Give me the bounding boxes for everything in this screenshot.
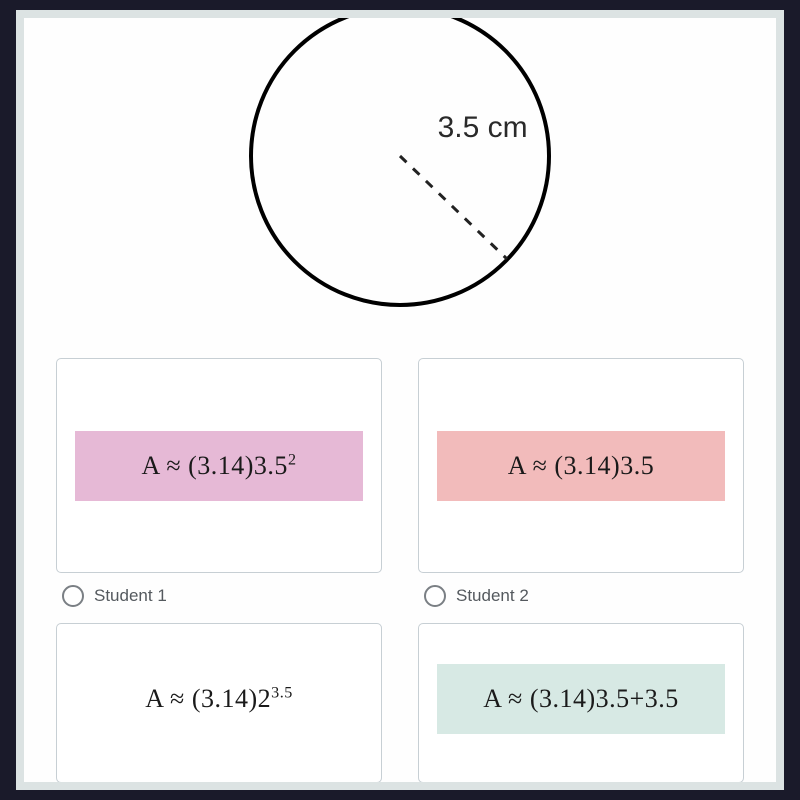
radio-icon[interactable] — [62, 585, 84, 607]
option-3: A ≈ (3.14)23.5 — [56, 623, 382, 782]
screen-frame: 3.5 cm A ≈ (3.14)3.52 Student 1 A ≈ (3.1… — [16, 10, 784, 790]
radius-label: 3.5 cm — [438, 111, 528, 145]
answer-options: A ≈ (3.14)3.52 Student 1 A ≈ (3.14)3.5 S… — [24, 358, 776, 631]
option-card[interactable]: A ≈ (3.14)23.5 — [56, 623, 382, 782]
answer-options-row2: A ≈ (3.14)23.5 A ≈ (3.14)3.5+3.5 — [24, 623, 776, 782]
page-content: 3.5 cm A ≈ (3.14)3.52 Student 1 A ≈ (3.1… — [24, 18, 776, 782]
circle-svg — [230, 18, 570, 326]
circle-diagram: 3.5 cm — [24, 18, 776, 358]
radius-line — [400, 156, 507, 259]
student-label: Student 1 — [94, 586, 167, 606]
circle-outline — [251, 18, 549, 305]
option-card[interactable]: A ≈ (3.14)3.52 — [56, 358, 382, 573]
formula-text: A ≈ (3.14)3.52 — [75, 431, 363, 501]
formula-text: A ≈ (3.14)23.5 — [75, 664, 363, 734]
option-2: A ≈ (3.14)3.5 Student 2 — [418, 358, 744, 631]
formula-text: A ≈ (3.14)3.5 — [437, 431, 725, 501]
option-card[interactable]: A ≈ (3.14)3.5 — [418, 358, 744, 573]
option-1: A ≈ (3.14)3.52 Student 1 — [56, 358, 382, 631]
student-label: Student 2 — [456, 586, 529, 606]
radio-icon[interactable] — [424, 585, 446, 607]
option-4: A ≈ (3.14)3.5+3.5 — [418, 623, 744, 782]
option-card[interactable]: A ≈ (3.14)3.5+3.5 — [418, 623, 744, 782]
formula-text: A ≈ (3.14)3.5+3.5 — [437, 664, 725, 734]
